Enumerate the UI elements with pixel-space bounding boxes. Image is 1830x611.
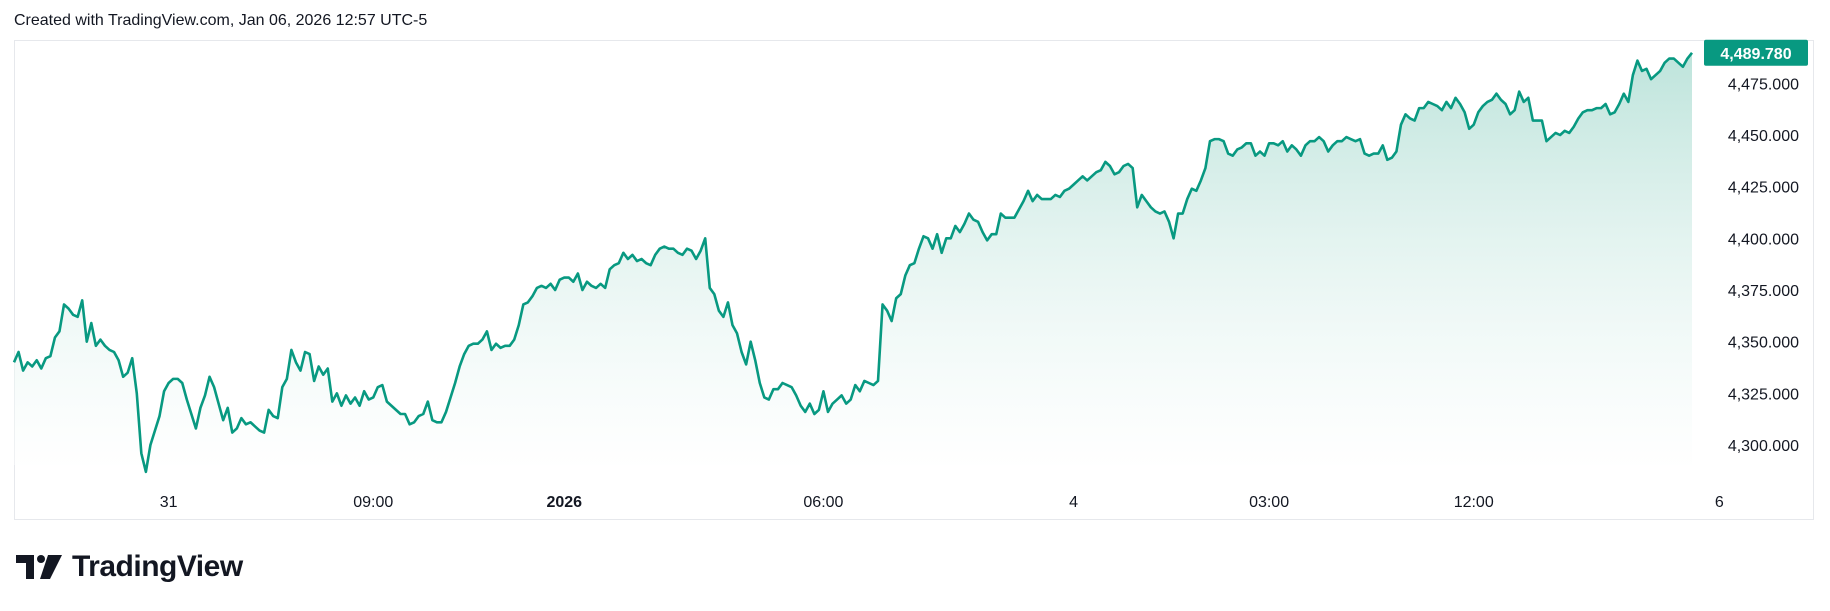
y-tick-label: 4,450.000	[1728, 128, 1799, 145]
y-tick-label: 4,475.000	[1728, 76, 1799, 93]
y-tick-label: 4,425.000	[1728, 180, 1799, 197]
last-price-label: 4,489.780	[1720, 46, 1791, 63]
last-price-tag-bg	[1704, 39, 1808, 66]
x-tick-label: 09:00	[353, 494, 393, 511]
tradingview-logo-icon	[16, 555, 62, 579]
y-tick-label: 4,300.000	[1728, 438, 1799, 455]
plot-area	[12, 51, 1694, 474]
x-tick-label: 12:00	[1454, 494, 1494, 511]
price-line	[12, 51, 1694, 474]
x-tick-label: 03:00	[1249, 494, 1289, 511]
chart-caption: Created with TradingView.com, Jan 06, 20…	[14, 12, 428, 29]
x-tick-label: 31	[160, 494, 178, 511]
x-tick-label: 6	[1715, 494, 1724, 511]
x-tick-label: 2026	[546, 494, 582, 511]
y-axis[interactable]: 4,300.000 4,325.000 4,350.000 4,375.000 4,40…	[1728, 76, 1799, 455]
area-fill	[14, 52, 1692, 472]
y-tick-label: 4,350.000	[1728, 335, 1799, 352]
x-tick-label: 4	[1069, 494, 1078, 511]
brand-name: TradingView	[72, 550, 243, 583]
y-tick-label: 4,375.000	[1728, 283, 1799, 300]
chart-frame	[14, 40, 1814, 520]
y-tick-label: 4,400.000	[1728, 231, 1799, 248]
tradingview-brand[interactable]: TradingView	[16, 550, 243, 584]
y-tick-label: 4,325.000	[1728, 386, 1799, 403]
x-tick-label: 06:00	[803, 494, 843, 511]
last-price-tag: 4,489.780	[1704, 39, 1808, 66]
